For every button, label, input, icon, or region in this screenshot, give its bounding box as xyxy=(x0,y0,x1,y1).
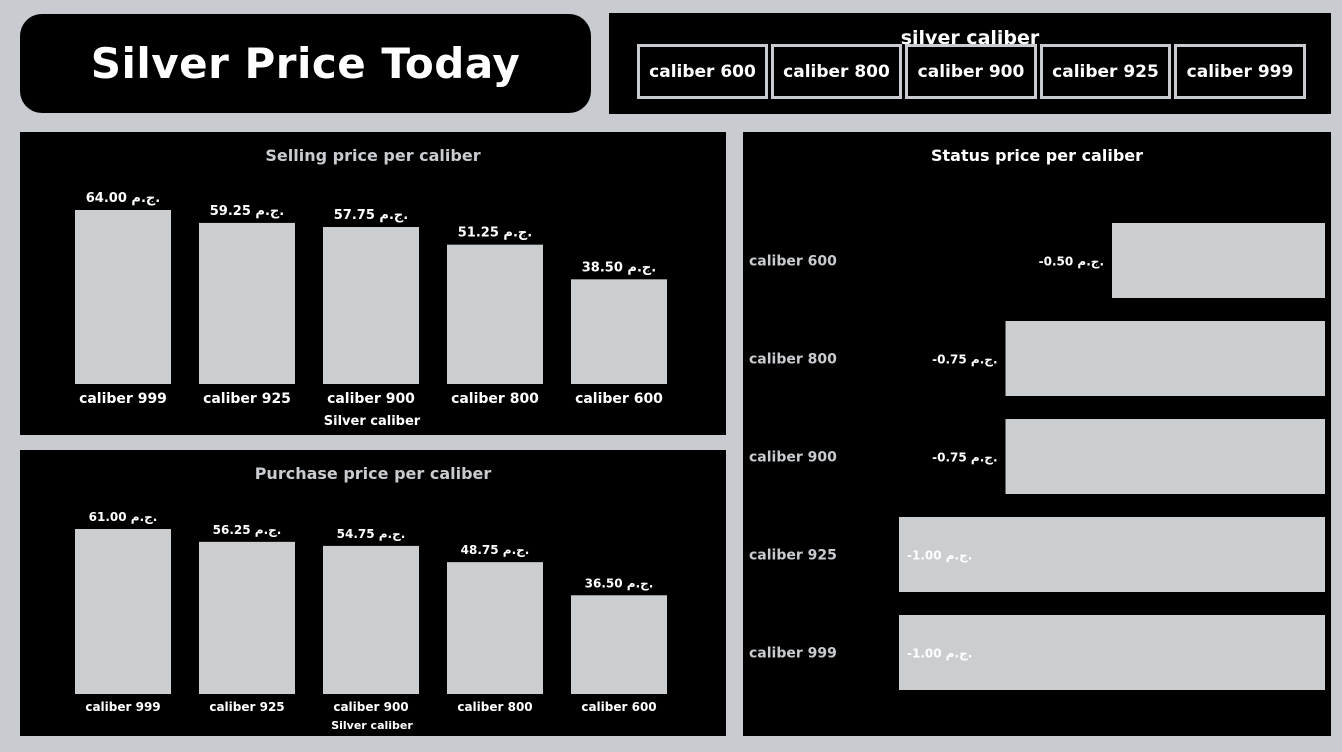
purchase-value-label: 36.50 ج.م. xyxy=(585,576,654,591)
slicer-title: silver caliber xyxy=(900,27,1040,49)
selling-bar-caliber-925[interactable] xyxy=(199,222,295,384)
selling-bar-caliber-900[interactable] xyxy=(323,226,419,384)
slicer-item-caliber-600[interactable]: caliber 600 xyxy=(637,44,768,99)
purchase-category-label: caliber 800 xyxy=(457,700,532,714)
selling-category-label: caliber 600 xyxy=(575,391,663,407)
purchase-bar-caliber-800[interactable] xyxy=(447,562,543,694)
status-value-label: -0.75 ج.م. xyxy=(932,353,997,368)
selling-value-label: 57.75 ج.م. xyxy=(334,208,408,223)
status-bar-caliber-800[interactable] xyxy=(1005,321,1326,396)
selling-chart-title: Selling price per caliber xyxy=(265,146,481,165)
purchase-value-label: 56.25 ج.م. xyxy=(213,523,282,538)
status-value-label: -1.00 ج.م. xyxy=(907,647,972,662)
status-category-label: caliber 999 xyxy=(749,646,837,662)
selling-price-panel: Selling price per caliber 64.00 ج.م. cali… xyxy=(20,132,726,435)
purchase-category-label: caliber 600 xyxy=(581,700,656,714)
page-title: Silver Price Today xyxy=(90,39,521,88)
selling-bar-caliber-800[interactable] xyxy=(447,244,543,384)
selling-value-label: 38.50 ج.م. xyxy=(582,260,656,275)
selling-category-label: caliber 999 xyxy=(79,391,167,407)
purchase-bar-caliber-999[interactable] xyxy=(75,529,171,694)
purchase-category-label: caliber 999 xyxy=(85,700,160,714)
status-category-label: caliber 900 xyxy=(749,450,837,466)
selling-value-label: 64.00 ج.م. xyxy=(86,191,160,206)
status-value-label: -0.50 ج.م. xyxy=(1039,255,1104,270)
status-bar-caliber-925[interactable] xyxy=(899,517,1325,592)
status-value-label: -1.00 ج.م. xyxy=(907,549,972,564)
selling-category-label: caliber 900 xyxy=(327,391,415,407)
title-card: Silver Price Today xyxy=(20,14,591,113)
status-category-label: caliber 600 xyxy=(749,254,837,270)
purchase-x-axis-title: Silver caliber xyxy=(331,719,413,732)
selling-category-label: caliber 800 xyxy=(451,391,539,407)
status-price-panel: Status price per caliber caliber 600 -0.5… xyxy=(743,132,1331,736)
status-price-chart: caliber 600 -0.50 ج.م. caliber 800 -0.75 ج.… xyxy=(749,223,1326,690)
purchase-bar-caliber-925[interactable] xyxy=(199,541,295,694)
slicer-item-caliber-900[interactable]: caliber 900 xyxy=(905,44,1037,99)
slicer-item-caliber-800[interactable]: caliber 800 xyxy=(771,44,902,99)
caliber-slicer: silver caliber caliber 600 caliber 800 c… xyxy=(609,13,1331,114)
purchase-value-label: 48.75 ج.م. xyxy=(461,543,530,558)
status-category-label: caliber 925 xyxy=(749,548,837,564)
selling-category-label: caliber 925 xyxy=(203,391,291,407)
status-bar-caliber-900[interactable] xyxy=(1005,419,1326,494)
purchase-category-label: caliber 900 xyxy=(333,700,408,714)
purchase-price-panel: Purchase price per caliber 61.00 ج.م. cal… xyxy=(20,450,726,736)
selling-bar-caliber-600[interactable] xyxy=(571,279,667,384)
purchase-price-chart: 61.00 ج.م. caliber 999 56.25 ج.م. caliber 9… xyxy=(75,510,667,732)
status-category-label: caliber 800 xyxy=(749,352,837,368)
slicer-item-caliber-925[interactable]: caliber 925 xyxy=(1040,44,1171,99)
status-chart-title: Status price per caliber xyxy=(930,146,1144,165)
purchase-category-label: caliber 925 xyxy=(209,700,284,714)
purchase-bar-caliber-900[interactable] xyxy=(323,545,419,694)
selling-bar-caliber-999[interactable] xyxy=(75,210,171,384)
status-bar-caliber-600[interactable] xyxy=(1112,223,1325,298)
selling-value-label: 59.25 ج.م. xyxy=(210,204,284,219)
purchase-value-label: 61.00 ج.م. xyxy=(89,510,158,525)
selling-x-axis-title: Silver caliber xyxy=(324,414,421,429)
purchase-value-label: 54.75 ج.م. xyxy=(337,527,406,542)
slicer-item-caliber-999[interactable]: caliber 999 xyxy=(1174,44,1306,99)
status-value-label: -0.75 ج.م. xyxy=(932,451,997,466)
status-bar-caliber-999[interactable] xyxy=(899,615,1325,690)
selling-value-label: 51.25 ج.م. xyxy=(458,226,532,241)
purchase-bar-caliber-600[interactable] xyxy=(571,595,667,694)
selling-price-chart: 64.00 ج.م. caliber 999 59.25 ج.م. caliber 9… xyxy=(75,191,667,429)
purchase-chart-title: Purchase price per caliber xyxy=(254,464,492,483)
